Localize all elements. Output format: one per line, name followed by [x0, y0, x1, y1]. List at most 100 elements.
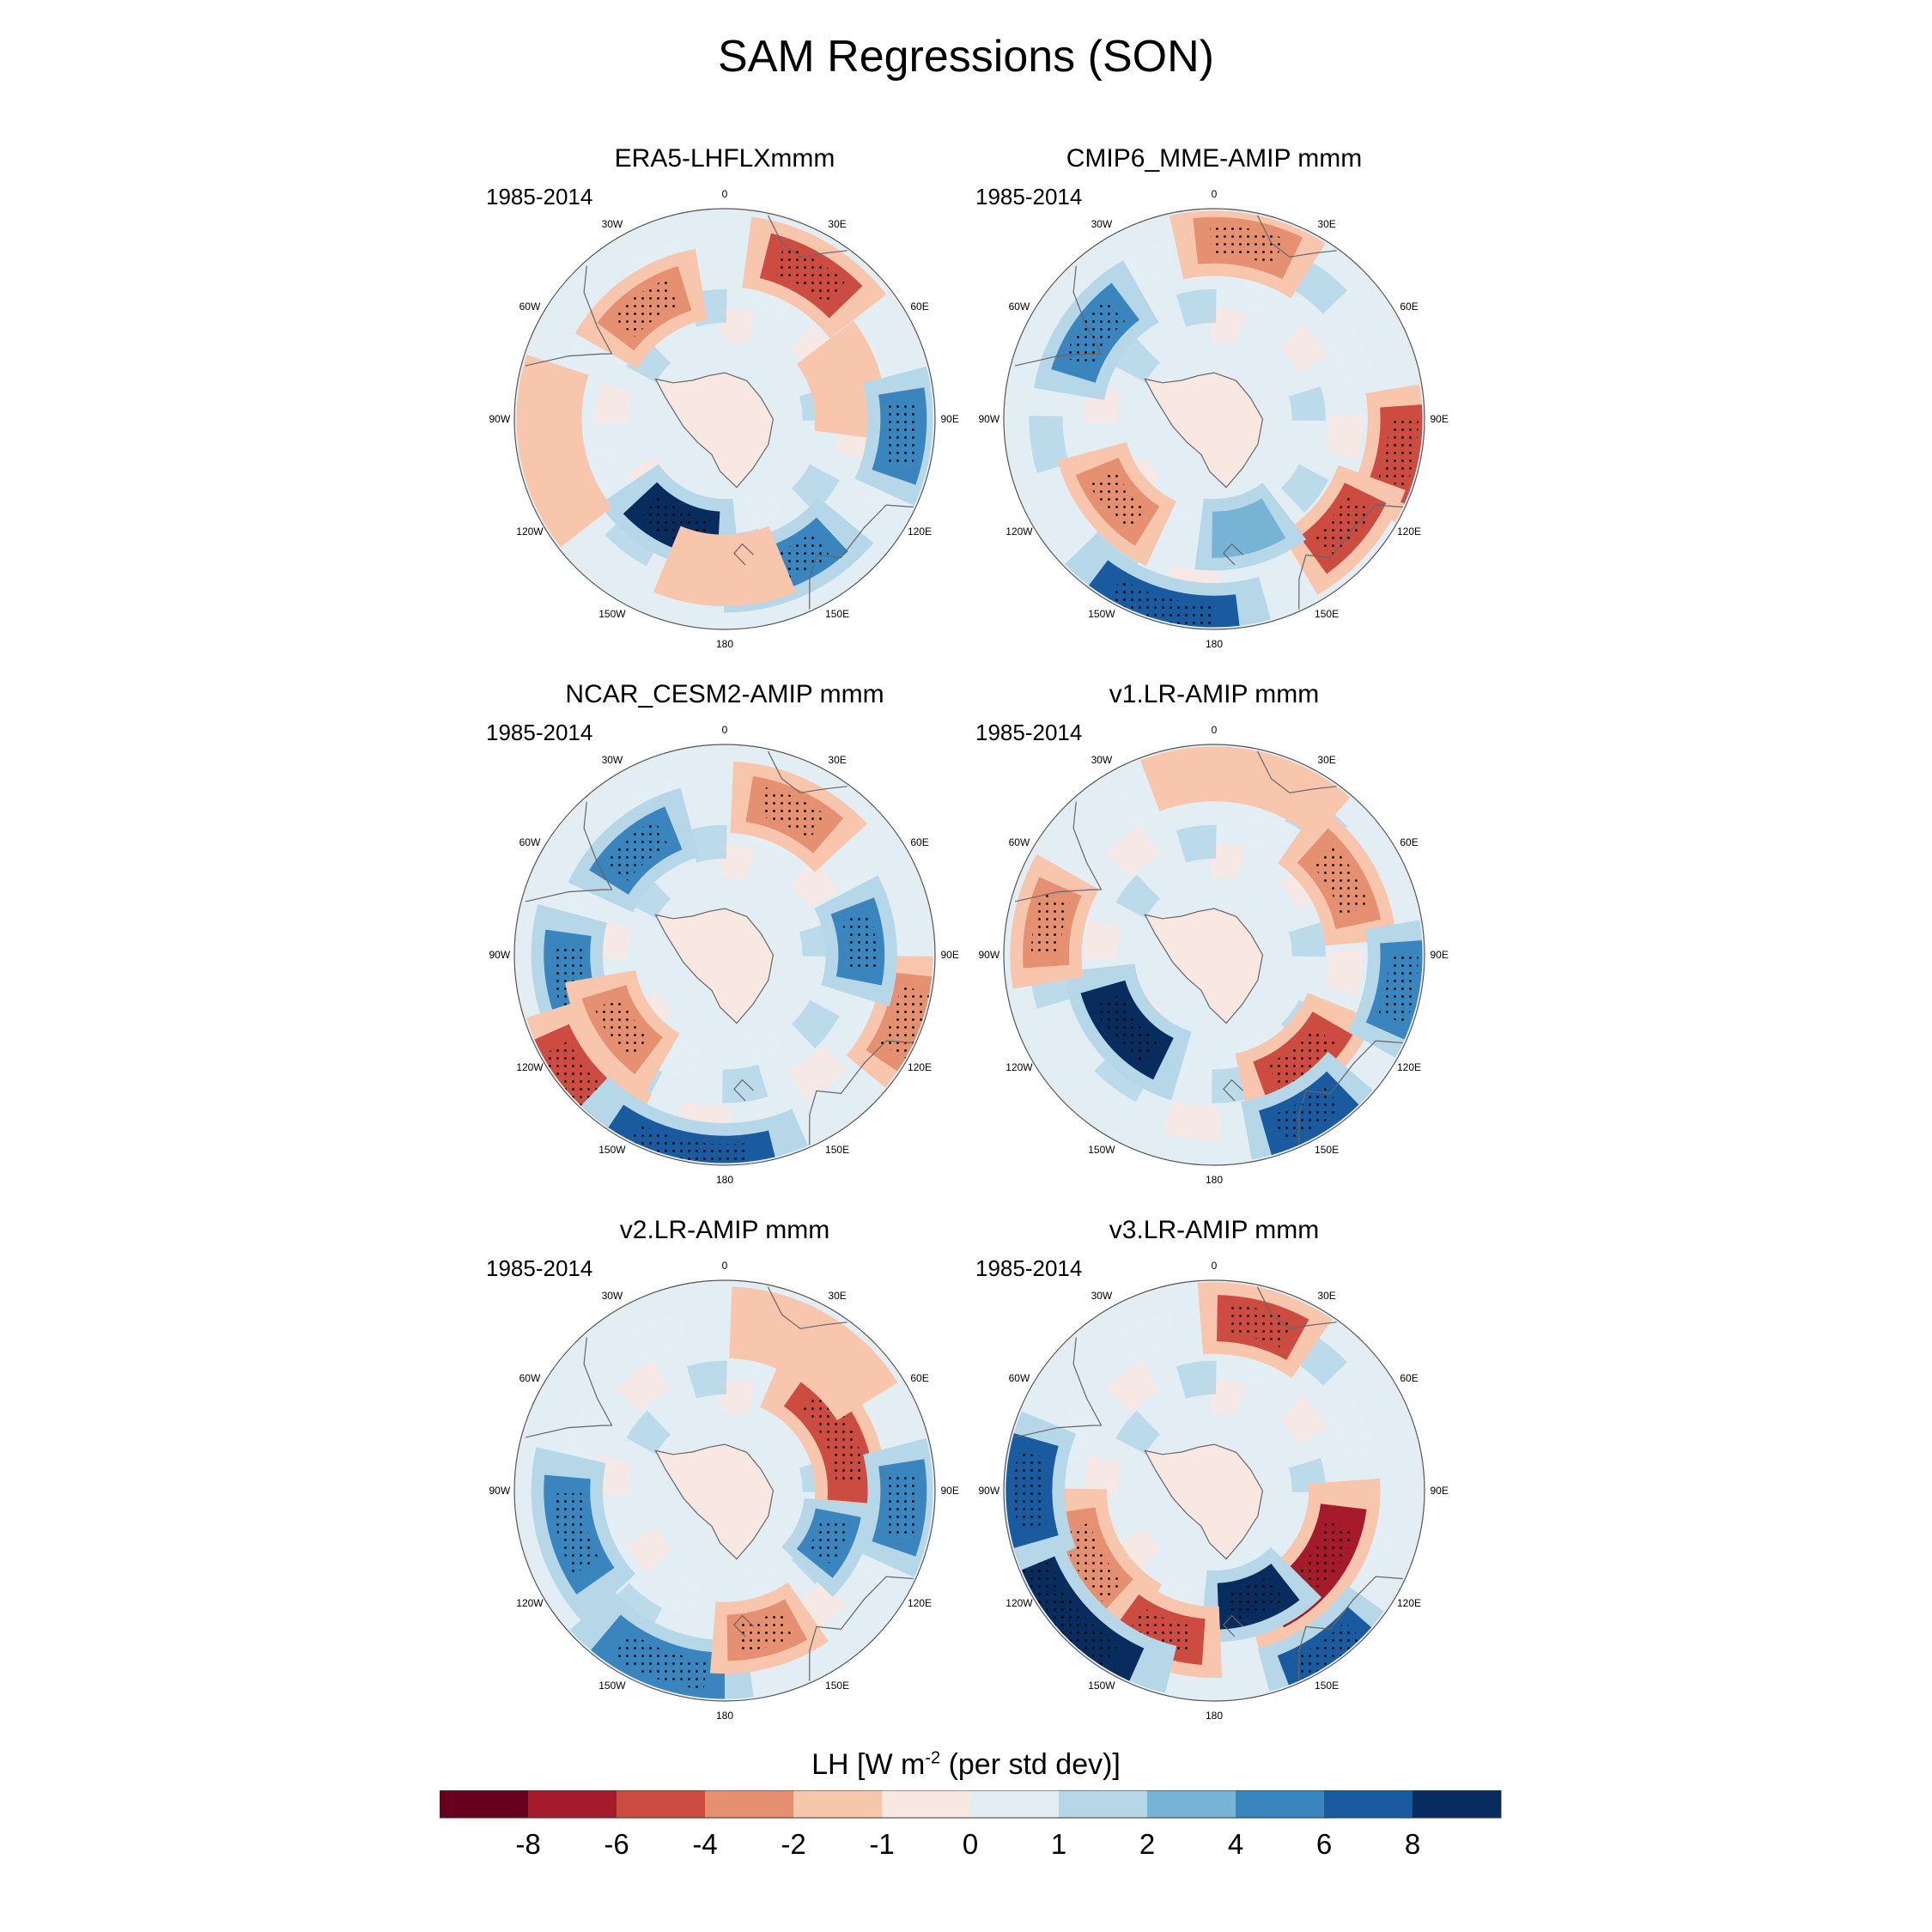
panel-title: CMIP6_MME-AMIP mmm — [1066, 144, 1363, 173]
longitude-label: 90E — [1430, 413, 1448, 425]
panel-title: v3.LR-AMIP mmm — [1109, 1216, 1320, 1244]
south-america-outline — [525, 265, 613, 367]
longitude-label: 150E — [1315, 608, 1339, 620]
longitude-label: 60W — [519, 301, 541, 313]
longitude-label: 150E — [825, 1680, 849, 1692]
longitude-label: 120E — [1397, 1061, 1421, 1073]
polar-map: 0 30E 60E 90E 120E 150E 180 150W 120W 90W 60W 30W — [489, 724, 959, 1186]
colorbar-frame — [440, 1790, 1502, 1819]
longitude-label: 90W — [979, 949, 1000, 961]
longitude-label: 180 — [1206, 1174, 1223, 1186]
panel-title: v2.LR-AMIP mmm — [619, 1216, 830, 1244]
anomaly-region — [750, 1302, 872, 1398]
map-panel-cmip6: CMIP6_MME-AMIP mmm 1985-2014 0 30E 60E 90E 1… — [974, 144, 1455, 659]
colorbar-tick-label: 0 — [963, 1828, 978, 1860]
background-patch — [720, 843, 756, 880]
longitude-label: 0 — [722, 188, 728, 200]
new-zealand-outline — [1223, 1078, 1244, 1102]
antarctica-outline — [1144, 372, 1264, 489]
significance-stipple — [612, 1631, 708, 1690]
map-border — [1003, 744, 1425, 1166]
map-panel-v3: v3.LR-AMIP mmm 1985-2014 0 30E 60E 90E 120E 1… — [974, 1216, 1455, 1731]
longitude-label: 150W — [1088, 1680, 1115, 1692]
longitude-label: 180 — [1206, 638, 1223, 650]
anomaly-region — [812, 342, 874, 422]
longitude-label: 120W — [1005, 526, 1033, 538]
anomaly-region — [1170, 746, 1325, 814]
background-patch — [1115, 1310, 1178, 1363]
colorbar-swatch — [882, 1790, 971, 1818]
significance-stipple — [1109, 578, 1216, 628]
longitude-label: 60E — [1400, 301, 1418, 313]
significance-stipple — [1292, 1621, 1361, 1680]
background-patch — [791, 999, 840, 1048]
background-patch — [1288, 386, 1326, 422]
colorbar-swatch — [1236, 1790, 1325, 1818]
significance-stipple — [1378, 419, 1419, 489]
longitude-label: 180 — [716, 638, 733, 650]
background-patch — [1105, 1360, 1159, 1413]
australia-outline — [1298, 1576, 1403, 1681]
map-border — [513, 744, 936, 1166]
south-america-outline — [525, 1337, 613, 1438]
significance-stipple — [604, 820, 669, 881]
new-zealand-outline — [1223, 1614, 1244, 1637]
significance-stipple — [807, 1516, 851, 1565]
longitude-label: 30W — [1091, 218, 1113, 230]
background-patch — [1084, 1455, 1122, 1496]
longitude-label: 60W — [1009, 1372, 1030, 1384]
significance-stipple — [841, 912, 877, 972]
longitude-label: 30E — [828, 754, 846, 766]
south-america-outline — [1014, 265, 1103, 367]
longitude-label: 120E — [908, 526, 932, 538]
background-patch — [626, 1410, 671, 1455]
longitude-label: 60E — [910, 836, 928, 848]
significance-stipple — [1228, 1303, 1293, 1348]
longitude-label: 90E — [940, 949, 958, 961]
longitude-label: 150W — [598, 1144, 626, 1156]
colorbar-swatch — [1413, 1790, 1502, 1818]
panel-title: ERA5-LHFLXmmm — [614, 144, 835, 173]
significance-stipple — [1064, 299, 1125, 369]
africa-outline — [1256, 750, 1337, 793]
colorbar-tick-label: -6 — [604, 1828, 629, 1860]
background-patch — [1327, 1402, 1376, 1459]
background-patch — [658, 1573, 703, 1618]
south-america-outline — [525, 801, 613, 902]
significance-stipple — [630, 1123, 750, 1163]
significance-stipple — [594, 997, 650, 1060]
longitude-label: 150E — [1315, 1144, 1339, 1156]
longitude-label: 120E — [908, 1061, 932, 1073]
background-patch — [1116, 1528, 1162, 1572]
longitude-label: 30W — [1091, 1290, 1113, 1302]
longitude-label: 90W — [489, 413, 511, 425]
longitude-label: 90E — [940, 1485, 958, 1497]
africa-outline — [767, 1286, 848, 1329]
background-patch — [626, 1310, 689, 1363]
map-border — [513, 208, 936, 630]
background-patch — [616, 1360, 670, 1413]
antarctica-outline — [654, 1443, 775, 1560]
colorbar-tick-label: -1 — [869, 1828, 894, 1860]
africa-outline — [767, 215, 848, 258]
longitude-label: 120E — [1397, 1597, 1421, 1609]
colorbar-swatch — [793, 1790, 883, 1818]
new-zealand-outline — [733, 1614, 755, 1637]
background-patch — [720, 1379, 756, 1416]
colorbar-swatch — [440, 1790, 529, 1818]
significance-stipple — [1127, 1607, 1194, 1656]
colorbar-swatch — [970, 1790, 1060, 1818]
significance-stipple — [1313, 495, 1373, 559]
background-patch — [743, 1556, 784, 1599]
background-patch — [1324, 413, 1363, 460]
background-patch — [1105, 824, 1159, 877]
longitude-label: 30W — [602, 1290, 623, 1302]
longitude-label: 150W — [1088, 1144, 1115, 1156]
background-patch — [789, 1045, 848, 1101]
colorbar-tick-label: 2 — [1139, 1828, 1155, 1860]
colorbar-title: LH [W m-2 (per std dev)] — [811, 1748, 1121, 1781]
africa-outline — [1256, 1286, 1337, 1329]
background-patch — [1176, 824, 1217, 863]
longitude-label: 60E — [1400, 1372, 1418, 1384]
longitude-label: 120E — [908, 1597, 932, 1609]
